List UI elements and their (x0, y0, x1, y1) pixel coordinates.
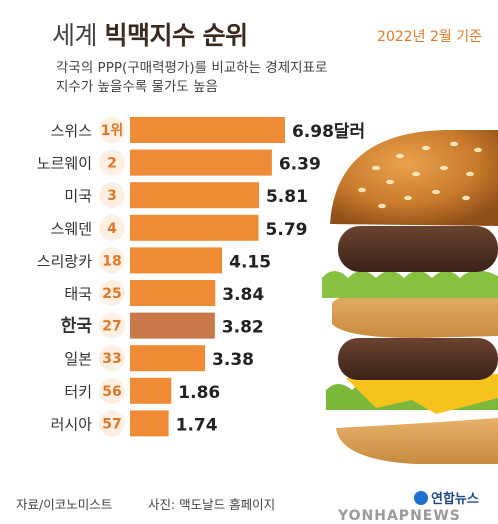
bar (130, 377, 172, 404)
rank-badge (99, 312, 125, 339)
value-label: 3.38 (212, 350, 254, 370)
bar (130, 410, 169, 437)
watermark: YONHAPNEWS (338, 508, 461, 524)
subtitle: 각국의 PPP(구매력평가)를 비교하는 경제지표로 지수가 높을수록 물가도 … (56, 59, 327, 97)
bar (130, 247, 223, 274)
page-title: 세계 빅맥지수 순위 (52, 16, 248, 52)
bar (130, 149, 272, 176)
value-label: 3.84 (222, 285, 264, 305)
source-note: 자료/이코노미스트 (16, 497, 113, 512)
bar (130, 214, 259, 241)
category-label: 터키 (64, 383, 92, 401)
bar (130, 345, 206, 372)
value-label: 4.15 (229, 252, 271, 272)
category-label: 러시아 (51, 415, 93, 433)
category-label: 한국 (61, 317, 93, 337)
category-label: 스리랑카 (37, 252, 92, 270)
rank-label: 18 (102, 253, 121, 269)
logo-text: 연합뉴스 (431, 492, 479, 507)
bar (130, 117, 285, 143)
rank-badge (99, 345, 125, 372)
photo-credit: 사진: 맥도날드 홈페이지 (148, 497, 276, 512)
rank-badge (99, 247, 125, 274)
rank-label: 1위 (101, 123, 124, 139)
subtitle-line-2: 지수가 높을수록 물가도 높음 (56, 79, 218, 95)
rank-badge (99, 377, 125, 404)
category-label: 노르웨이 (37, 155, 92, 173)
value-label: 5.79 (266, 220, 308, 240)
category-label: 일본 (64, 350, 92, 368)
category-label: 태국 (64, 285, 92, 303)
bar (130, 312, 215, 339)
rank-badge (99, 214, 125, 241)
rank-label: 33 (102, 351, 121, 367)
value-label: 1.74 (176, 415, 218, 435)
rank-label: 27 (102, 319, 121, 335)
big-mac-photo (322, 130, 498, 464)
value-label: 1.86 (178, 383, 220, 403)
rank-badge (99, 410, 125, 437)
logo-icon (414, 491, 428, 505)
rank-label: 56 (102, 384, 121, 400)
value-label: 6.98달러 (292, 121, 365, 142)
rank-label: 3 (107, 188, 117, 204)
rank-badge (99, 280, 125, 306)
value-label: 6.39 (279, 155, 321, 175)
rank-badge (99, 182, 125, 209)
yonhap-logo: 연합뉴스 (414, 488, 479, 507)
rank-label: 25 (102, 286, 121, 302)
title-main: 빅맥지수 순위 (104, 21, 248, 50)
value-label: 3.82 (222, 318, 264, 338)
rank-badge (99, 117, 125, 143)
rank-label: 2 (107, 156, 117, 172)
date-note: 2022년 2월 기준 (377, 29, 482, 45)
rank-label: 57 (102, 416, 121, 432)
subtitle-line-1: 각국의 PPP(구매력평가)를 비교하는 경제지표로 (56, 60, 328, 76)
category-label: 미국 (64, 187, 92, 205)
category-label: 스웨덴 (51, 220, 92, 238)
category-label: 스위스 (51, 122, 93, 140)
rank-badge (99, 149, 125, 176)
title-prefix: 세계 (52, 21, 98, 50)
value-label: 5.81 (266, 187, 308, 207)
bar (130, 182, 259, 209)
rank-label: 4 (107, 221, 117, 237)
bar (130, 280, 216, 306)
